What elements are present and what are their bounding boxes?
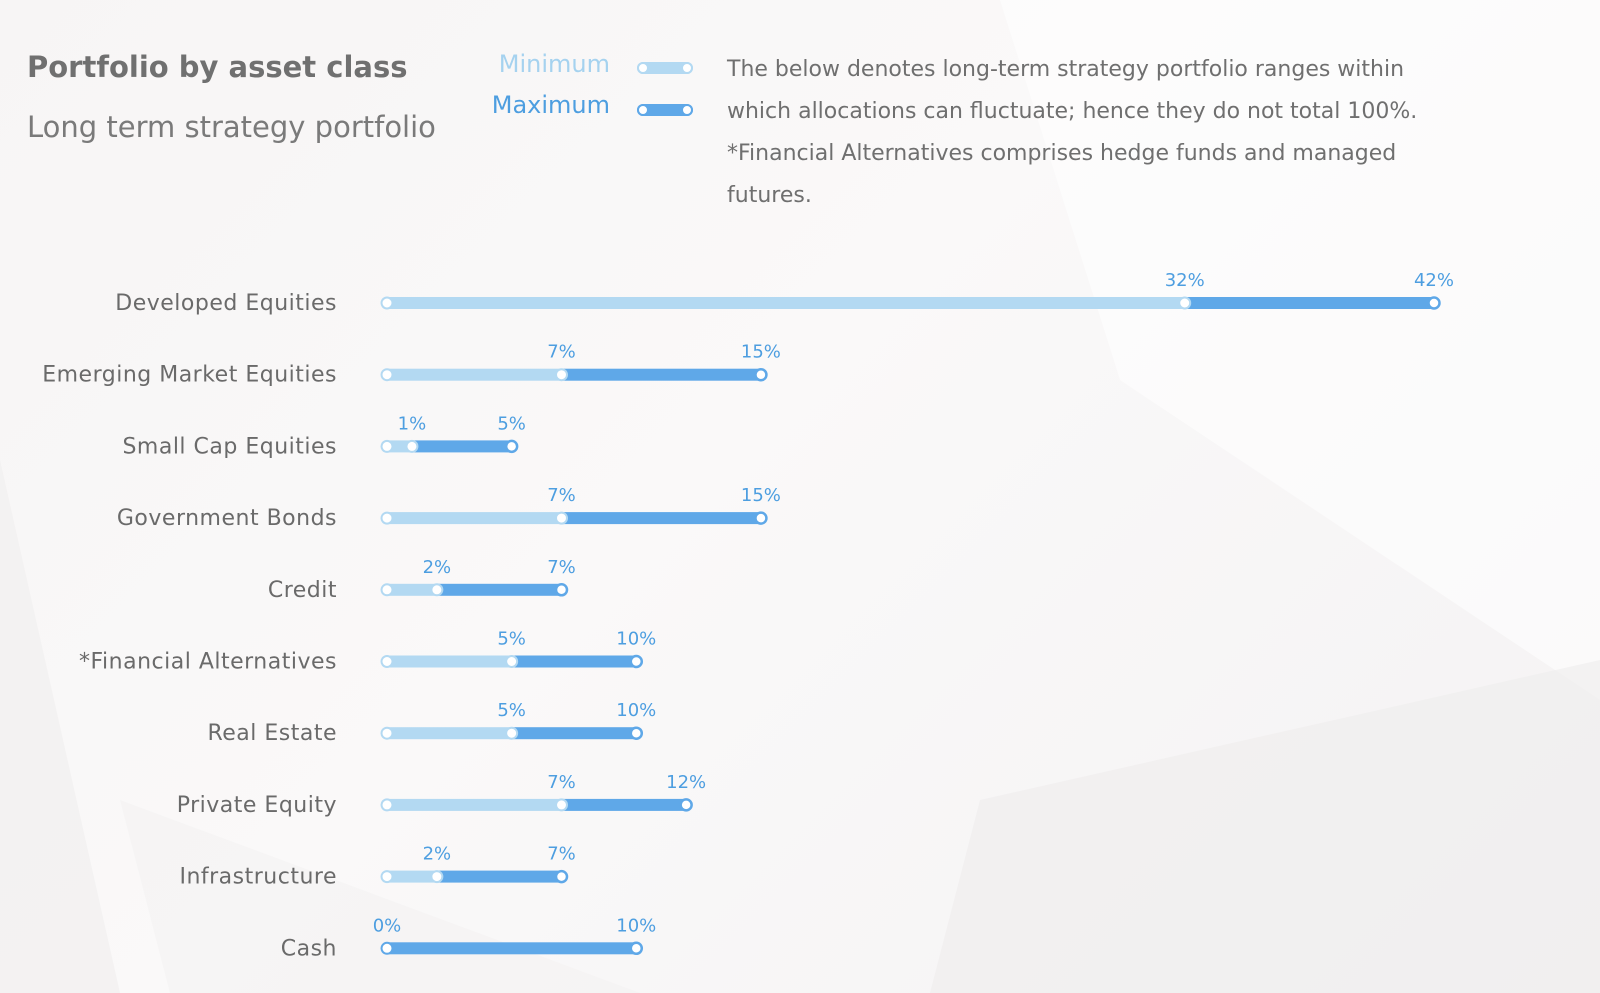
min-value-label-small-cap-equities: 1% xyxy=(398,413,427,434)
note-paragraph-range: The below denotes long-term strategy por… xyxy=(727,57,1418,124)
legend-minimum-knob-left xyxy=(637,62,649,74)
max-marker-real-estate xyxy=(629,726,644,740)
category-label-cash: Cash xyxy=(281,936,337,961)
max-bar-credit xyxy=(436,583,562,596)
legend-minimum-label: Minimum xyxy=(498,50,610,78)
start-marker-small-cap-equities xyxy=(380,439,394,453)
min-bar-small-cap-equities xyxy=(387,440,412,453)
start-marker-infrastructure xyxy=(380,870,394,884)
category-label-credit: Credit xyxy=(268,578,337,603)
start-marker-credit xyxy=(380,583,394,597)
chart-title: Portfolio by asset class xyxy=(27,50,408,84)
chart-note: The below denotes long-term strategy por… xyxy=(727,49,1467,217)
min-marker-developed-equities xyxy=(1178,296,1192,310)
min-marker-credit xyxy=(430,583,444,597)
start-marker-developed-equities xyxy=(380,296,394,310)
max-marker-credit xyxy=(554,583,569,597)
max-marker-infrastructure xyxy=(554,869,569,884)
legend-minimum-swatch xyxy=(637,62,693,74)
max-value-label-emerging-market-equities: 15% xyxy=(741,342,781,363)
min-bar-developed-equities xyxy=(387,297,1185,309)
min-value-label-credit: 2% xyxy=(423,557,452,578)
max-value-label-private-equity: 12% xyxy=(666,772,706,793)
min-value-label-private-equity: 7% xyxy=(547,772,576,793)
max-bar-cash xyxy=(387,942,637,955)
min-bar-infrastructure xyxy=(387,870,437,883)
min-value-label-cash: 0% xyxy=(373,915,402,936)
max-bar-private-equity xyxy=(561,798,687,811)
start-marker-private-equity xyxy=(380,798,394,812)
start-marker-government-bonds xyxy=(380,511,394,525)
min-bar-government-bonds xyxy=(387,512,562,525)
max-bar-emerging-market-equities xyxy=(561,368,761,381)
max-bar-small-cap-equities xyxy=(411,440,512,453)
max-bar-real-estate xyxy=(511,727,637,740)
max-bar-financial-alternatives xyxy=(511,655,637,668)
max-value-label-cash: 10% xyxy=(616,915,656,936)
max-value-label-government-bonds: 15% xyxy=(741,485,781,506)
min-bar-credit xyxy=(387,583,437,596)
max-value-label-small-cap-equities: 5% xyxy=(497,413,526,434)
legend-maximum-knob-right xyxy=(681,104,693,116)
min-bar-emerging-market-equities xyxy=(387,368,562,381)
min-value-label-financial-alternatives: 5% xyxy=(497,629,526,650)
max-marker-private-equity xyxy=(679,798,693,812)
min-value-label-real-estate: 5% xyxy=(497,700,526,721)
chart-subtitle: Long term strategy portfolio xyxy=(27,110,436,144)
max-bar-government-bonds xyxy=(561,512,761,525)
min-marker-real-estate xyxy=(505,726,519,740)
min-bar-real-estate xyxy=(387,727,512,740)
min-bar-private-equity xyxy=(387,798,562,811)
max-bar-developed-equities xyxy=(1184,297,1434,309)
category-label-small-cap-equities: Small Cap Equities xyxy=(122,434,337,459)
max-marker-small-cap-equities xyxy=(504,439,519,454)
category-label-government-bonds: Government Bonds xyxy=(117,506,337,531)
min-marker-small-cap-equities xyxy=(405,439,419,453)
start-marker-cash xyxy=(380,941,394,955)
max-value-label-real-estate: 10% xyxy=(616,700,656,721)
min-marker-government-bonds xyxy=(555,511,568,525)
legend-minimum-knob-right xyxy=(681,62,693,74)
min-marker-private-equity xyxy=(555,798,568,812)
max-marker-developed-equities xyxy=(1427,296,1441,310)
category-label-infrastructure: Infrastructure xyxy=(179,865,337,890)
max-value-label-developed-equities: 42% xyxy=(1414,270,1454,291)
min-value-label-developed-equities: 32% xyxy=(1165,270,1205,291)
category-label-private-equity: Private Equity xyxy=(177,793,337,818)
legend-maximum-knob-left xyxy=(637,104,649,116)
legend-maximum-label: Maximum xyxy=(491,91,610,119)
max-marker-financial-alternatives xyxy=(629,654,644,669)
max-marker-government-bonds xyxy=(754,511,768,525)
category-label-financial-alternatives: *Financial Alternatives xyxy=(79,650,337,675)
category-label-developed-equities: Developed Equities xyxy=(115,291,337,316)
category-label-real-estate: Real Estate xyxy=(207,721,337,746)
start-marker-financial-alternatives xyxy=(380,655,394,668)
min-bar-financial-alternatives xyxy=(387,655,512,668)
max-value-label-financial-alternatives: 10% xyxy=(616,629,656,650)
max-marker-emerging-market-equities xyxy=(754,367,768,382)
max-value-label-infrastructure: 7% xyxy=(547,844,576,865)
max-marker-cash xyxy=(629,941,644,956)
min-marker-financial-alternatives xyxy=(505,655,519,668)
start-marker-emerging-market-equities xyxy=(380,368,394,382)
min-value-label-government-bonds: 7% xyxy=(547,485,576,506)
min-value-label-emerging-market-equities: 7% xyxy=(547,342,576,363)
legend-maximum-swatch xyxy=(637,104,693,116)
min-marker-infrastructure xyxy=(430,870,444,884)
start-marker-real-estate xyxy=(380,726,394,740)
min-marker-emerging-market-equities xyxy=(555,368,568,382)
note-paragraph-alternatives: *Financial Alternatives comprises hedge … xyxy=(727,141,1397,208)
category-label-emerging-market-equities: Emerging Market Equities xyxy=(42,363,337,388)
max-bar-infrastructure xyxy=(436,870,562,883)
min-value-label-infrastructure: 2% xyxy=(423,844,452,865)
max-value-label-credit: 7% xyxy=(547,557,576,578)
